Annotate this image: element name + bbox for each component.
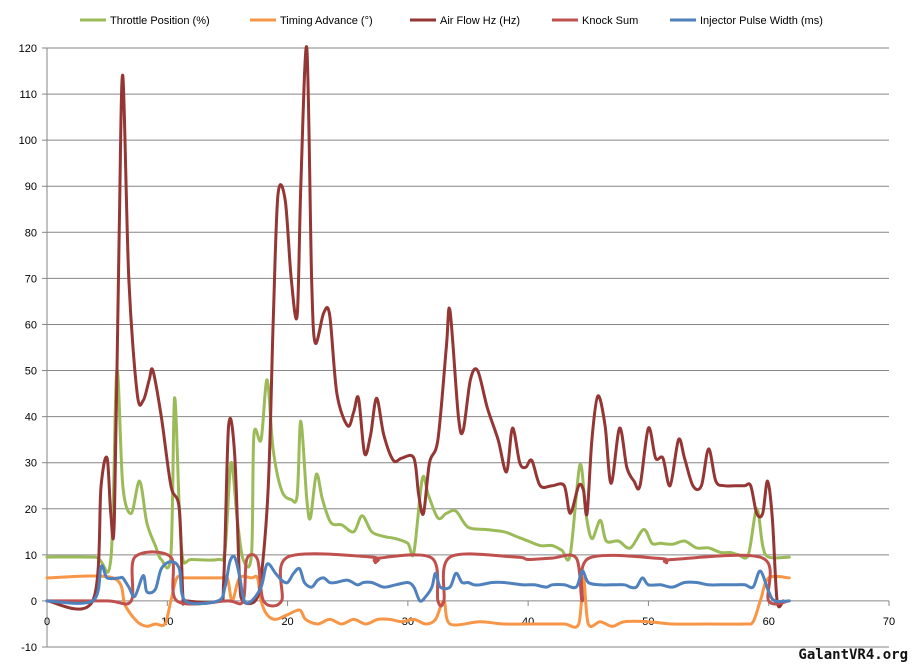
series-line-injector-pulse-width [45,554,791,606]
y-tick-label: 80 [25,227,37,239]
x-tick-label: 70 [883,616,895,628]
y-tick-label: 30 [25,458,37,470]
y-tick-label: 120 [19,43,37,55]
legend-label-injector-pulse-width: Injector Pulse Width (ms) [700,15,823,27]
watermark: GalantVR4.org [798,647,908,663]
y-tick-label: 50 [25,366,37,378]
legend-label-throttle-position: Throttle Position (%) [110,15,210,27]
x-tick-label: 20 [281,616,293,628]
legend-label-knock-sum: Knock Sum [582,15,638,27]
legend-label-air-flow: Air Flow Hz (Hz) [440,15,520,27]
y-tick-label: 110 [19,89,37,101]
series-line-air-flow [45,45,785,611]
y-tick-label: -10 [21,642,37,654]
legend-label-timing-advance: Timing Advance (°) [280,15,373,27]
y-tick-label: 40 [25,412,37,424]
y-tick-label: 70 [25,273,37,285]
y-tick-label: 0 [31,596,37,608]
y-tick-label: 20 [25,504,37,516]
series-line-knock-sum [45,550,791,608]
x-tick-label: 40 [522,616,534,628]
y-tick-label: 100 [19,135,37,147]
legend: Throttle Position (%) Timing Advance (°) A… [80,15,823,27]
y-tick-label: 60 [25,319,37,331]
x-tick-label: 60 [763,616,775,628]
x-tick-label: 0 [44,616,50,628]
series-line-throttle-position [45,368,791,574]
plot-area [45,45,791,629]
y-tick-label: 10 [25,550,37,562]
y-tick-labels: -10 0 10 20 30 40 50 60 70 80 90 100 110 120 [19,43,37,654]
y-tick-label: 90 [25,181,37,193]
